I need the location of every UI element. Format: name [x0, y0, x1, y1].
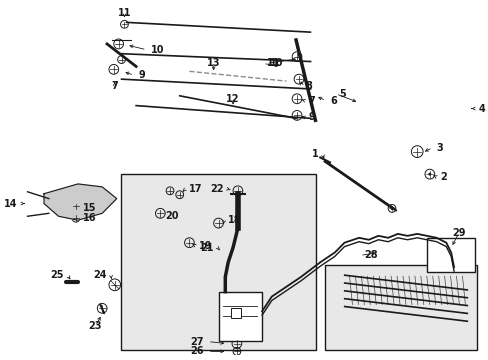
Text: 7: 7: [111, 81, 118, 91]
Text: 28: 28: [363, 251, 377, 260]
Text: 27: 27: [190, 337, 203, 347]
Text: 8: 8: [305, 81, 312, 91]
Bar: [218, 292, 262, 341]
Text: 4: 4: [477, 104, 484, 113]
Text: 6: 6: [329, 96, 336, 106]
Bar: [231, 308, 240, 318]
Text: 20: 20: [165, 211, 178, 221]
Text: 10: 10: [269, 58, 283, 68]
Text: 7: 7: [308, 96, 315, 106]
Text: 26: 26: [190, 346, 203, 356]
Text: 2: 2: [440, 172, 447, 182]
Text: 23: 23: [88, 321, 102, 331]
Text: 19: 19: [199, 240, 212, 251]
Text: 10: 10: [150, 45, 164, 55]
Text: 16: 16: [82, 213, 96, 223]
Text: 24: 24: [93, 270, 107, 280]
Bar: [121, 174, 315, 350]
Text: 25: 25: [50, 270, 63, 280]
Text: 5: 5: [339, 89, 346, 99]
Bar: [426, 238, 474, 272]
Polygon shape: [44, 184, 117, 220]
Text: 1: 1: [311, 149, 318, 158]
Circle shape: [427, 173, 430, 176]
Text: 13: 13: [206, 58, 220, 68]
Text: 9: 9: [308, 112, 315, 122]
Text: 21: 21: [200, 243, 213, 253]
Text: 11: 11: [266, 58, 280, 68]
Circle shape: [390, 207, 393, 210]
Text: 15: 15: [82, 203, 96, 213]
Text: 22: 22: [209, 184, 223, 194]
Bar: [325, 265, 476, 350]
Text: 18: 18: [228, 215, 242, 225]
Text: 17: 17: [189, 184, 203, 194]
Text: 12: 12: [226, 94, 239, 104]
Text: 29: 29: [451, 228, 465, 238]
Text: 11: 11: [118, 8, 131, 18]
Text: 9: 9: [138, 70, 144, 80]
Text: 3: 3: [436, 143, 443, 153]
Text: 14: 14: [4, 198, 18, 208]
